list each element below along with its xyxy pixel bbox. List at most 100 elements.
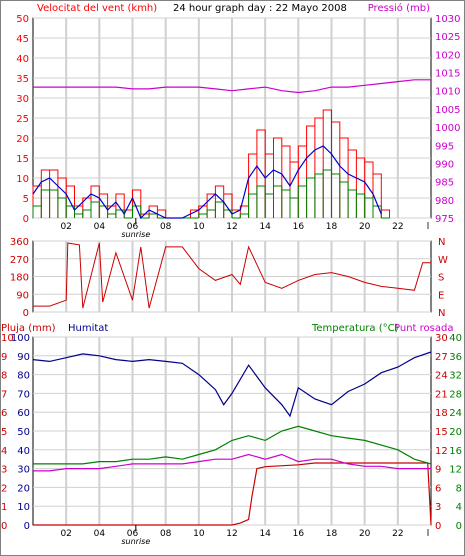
wind-x-tick-label: 22 [392, 222, 403, 232]
wind-axis-title: Velocitat del vent (kmh) [37, 3, 157, 14]
humidity-tick-label: 40 [17, 446, 30, 457]
pressure-tick-label: 975 [435, 214, 454, 225]
pressure-series [33, 79, 431, 94]
wind-tick-label: 40 [16, 54, 29, 65]
wind-tick-label: 15 [16, 154, 29, 165]
temp-tick-label: 0 [456, 521, 462, 532]
humidity-x-tick-label: 02 [60, 529, 71, 539]
temp-tick-label: 4 [456, 502, 462, 513]
pressure-axis-title: Pressió (mb) [368, 2, 430, 14]
temp-mid-tick-label: 21 [435, 389, 448, 400]
humidity-x-tick-label: l [427, 529, 430, 539]
temp-tick-label: 16 [449, 446, 462, 457]
direction-tick-label: 180 [10, 273, 29, 284]
temp-tick-label: 40 [449, 333, 462, 344]
humidity-x-tick-label: 06 [127, 529, 139, 539]
humidity-tick-label: 90 [17, 352, 30, 363]
wind-tick-label: 30 [16, 94, 29, 105]
temp-mid-tick-label: 24 [435, 371, 448, 382]
rain-tick-label: 6 [1, 408, 7, 419]
pressure-tick-label: 1010 [435, 87, 460, 98]
humidity-tick-label: 50 [17, 427, 30, 438]
humidity-axis-title: Humitat [68, 323, 108, 334]
humidity-x-tick-label: 08 [160, 529, 172, 539]
temperature-axis-title: Temperatura (°C) [311, 323, 399, 334]
humidity-x-tick-label: 22 [392, 529, 403, 539]
pressure-tick-label: 1000 [435, 123, 460, 134]
temp-mid-tick-label: 30 [435, 333, 448, 344]
humidity-tick-label: 30 [17, 465, 30, 476]
wind-tick-label: 10 [16, 174, 29, 185]
temp-tick-label: 12 [449, 465, 462, 476]
rain-tick-label: 4 [1, 446, 7, 457]
wind-tick-label: 45 [16, 34, 29, 45]
direction-tick-label: 90 [16, 290, 29, 301]
compass-label: S [438, 273, 444, 284]
wind-tick-label: 0 [23, 214, 29, 225]
wind-x-tick-label: 20 [359, 222, 371, 232]
rain-tick-label: 2 [1, 483, 7, 494]
humidity-tick-label: 0 [24, 521, 30, 532]
temp-tick-label: 8 [456, 483, 462, 494]
wind-tick-label: 5 [23, 194, 29, 205]
rain-tick-label: 5 [1, 427, 7, 438]
wind-gust-series [32, 169, 390, 219]
wind-x-tick-label: 06 [127, 222, 139, 232]
rain-axis-title: Pluja (mm) [1, 323, 56, 334]
rain-tick-label: 8 [1, 371, 7, 382]
humidity-tick-label: 70 [17, 389, 30, 400]
rain-tick-label: 10 [1, 333, 14, 344]
rain-tick-label: 7 [1, 389, 7, 400]
temp-mid-tick-label: 12 [435, 446, 448, 457]
temp-tick-label: 20 [449, 427, 462, 438]
compass-label: N [438, 308, 445, 319]
wind-direction-series [33, 242, 431, 309]
rain-series [33, 462, 432, 526]
temperature-series [33, 425, 432, 465]
wind-x-tick-label: 18 [326, 222, 338, 232]
wind-x-tick-label: 16 [293, 222, 305, 232]
temp-mid-tick-label: 0 [435, 521, 441, 532]
pressure-tick-label: 1025 [435, 32, 460, 43]
rain-tick-label: 0 [1, 521, 7, 532]
temp-tick-label: 28 [449, 389, 462, 400]
pressure-tick-label: 1020 [435, 50, 460, 61]
wind-tick-label: 50 [16, 14, 29, 25]
temp-mid-tick-label: 15 [435, 427, 448, 438]
humidity-tick-label: 60 [17, 408, 30, 419]
humidity-tick-label: 20 [17, 483, 30, 494]
wind-tick-label: 35 [16, 74, 29, 85]
pressure-tick-label: 1005 [435, 105, 460, 116]
dewpoint-series [33, 453, 431, 472]
wind-x-tick-label: 12 [226, 222, 237, 232]
dewpoint-axis-title: Punt rosada [394, 323, 453, 334]
wind-x-tick-label: 02 [60, 222, 71, 232]
humidity-x-tick-label: 20 [359, 529, 371, 539]
wind-tick-label: 20 [16, 134, 29, 145]
wind-x-tick-label: l [427, 222, 430, 232]
temp-mid-tick-label: 9 [435, 465, 441, 476]
humidity-series [32, 351, 432, 418]
humidity-tick-label: 100 [11, 333, 30, 344]
temp-tick-label: 36 [449, 352, 462, 363]
wind-x-tick-label: 14 [259, 222, 271, 232]
temp-mid-tick-label: 27 [435, 352, 448, 363]
humidity-x-tick-label: 16 [293, 529, 305, 539]
humidity-tick-label: 80 [17, 371, 30, 382]
wind-sunrise-label: sunrise [121, 230, 150, 239]
humidity-x-tick-label: 10 [193, 529, 205, 539]
pressure-tick-label: 1015 [435, 69, 460, 80]
rain-tick-label: 1 [1, 502, 7, 513]
compass-label: E [438, 290, 444, 301]
temp-tick-label: 32 [449, 371, 462, 382]
humidity-sunrise-label: sunrise [121, 537, 150, 546]
temp-mid-tick-label: 18 [435, 408, 448, 419]
humidity-x-tick-label: 18 [326, 529, 338, 539]
direction-tick-label: 270 [10, 255, 29, 266]
chart-title: 24 hour graph day : 22 Mayo 2008 [173, 3, 347, 14]
pressure-tick-label: 990 [435, 159, 454, 170]
temp-mid-tick-label: 3 [435, 502, 441, 513]
pressure-tick-label: 995 [435, 141, 454, 152]
